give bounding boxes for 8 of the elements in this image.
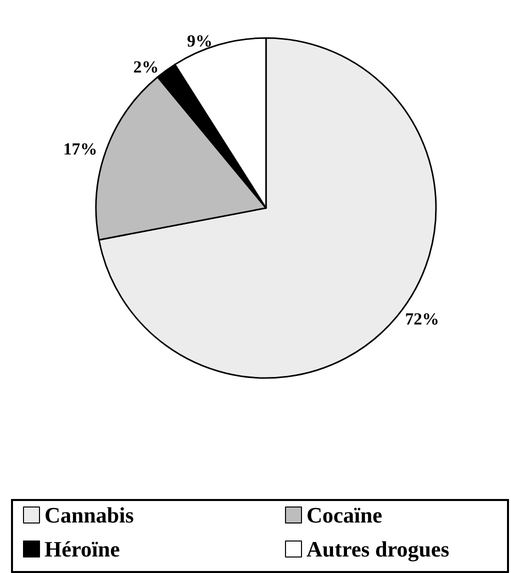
data-label: 9% <box>186 31 212 50</box>
data-label: 72% <box>405 309 440 328</box>
legend-label: Autres drogues <box>306 536 450 562</box>
data-label: 2% <box>133 58 159 77</box>
legend-label: Héroïne <box>44 536 120 562</box>
data-label: 17% <box>63 140 98 159</box>
legend-label: Cocaïne <box>306 502 382 528</box>
legend-label: Cannabis <box>44 502 134 528</box>
